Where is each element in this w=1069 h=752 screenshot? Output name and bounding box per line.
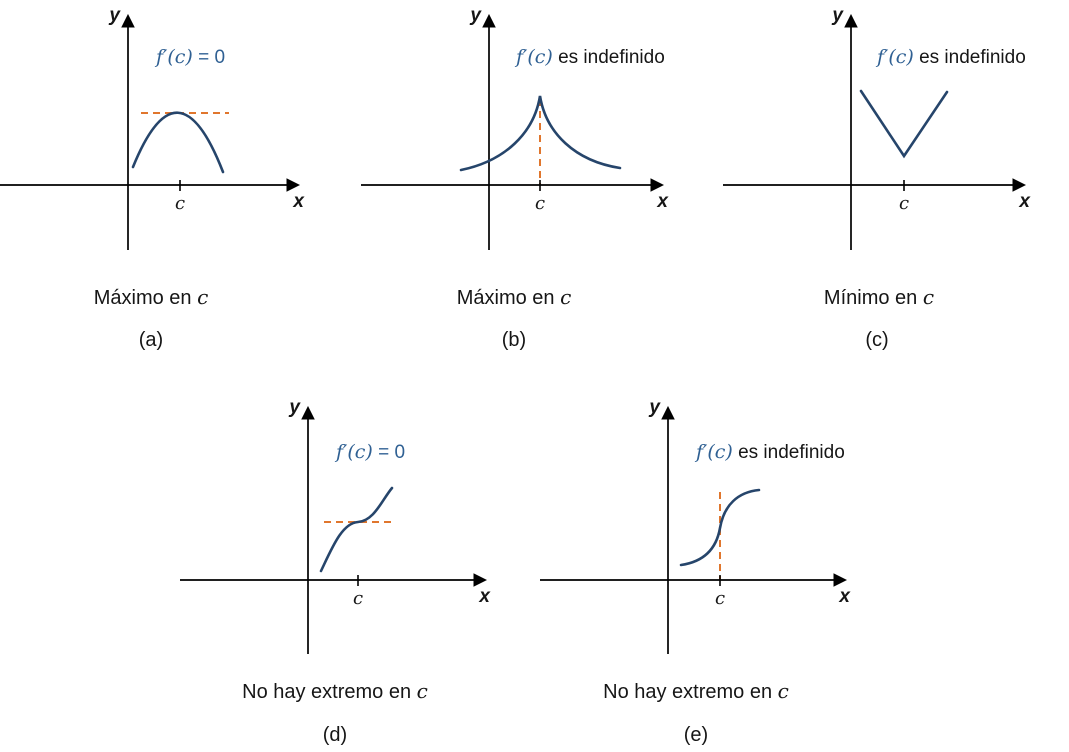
function-curve [679,488,761,567]
caption-variable: c [922,285,935,309]
panel-c-c-label: c [898,193,910,214]
panel-e-c-label: c [714,588,726,609]
function-curve [131,111,225,174]
panel-c-y-label: y [832,5,843,26]
caption-variable: c [560,285,572,309]
panel-c-caption: Mínimo en c [824,285,934,310]
function-curve [859,89,949,159]
panel-d-x-label: x [479,586,490,607]
caption-text: Máximo en [456,287,561,309]
panel-d-caption: No hay extremo en c [242,679,428,704]
panel-e-annotation: f′(c) es indefinido [696,441,845,464]
panel-b-caption: Máximo en c [457,285,572,310]
panel-d-graph [180,405,488,654]
panel-e-x-label: x [839,586,850,607]
derivative-condition: = 0 [192,47,226,68]
panel-b-y-label: y [470,5,481,26]
caption-variable: c [197,285,209,309]
panel-c-graph [723,13,1027,250]
caption-text: Máximo en [93,287,198,309]
panel-a-y-label: y [109,5,120,26]
panel-d-annotation: f′(c) = 0 [336,441,405,464]
panel-a-letter: (a) [138,329,164,351]
panel-c-letter: (c) [865,329,889,351]
panel-a-annotation: f′(c) = 0 [156,46,225,69]
panel-d-y-label: y [289,397,300,418]
panel-e-graph [540,405,848,654]
panel-e-y-label: y [649,397,660,418]
panel-e-letter: (e) [683,724,709,746]
panel-c-annotation: f′(c) es indefinido [877,46,1026,69]
caption-text: Mínimo en [823,287,923,309]
derivative-expression: f′(c) [336,441,373,463]
caption-text: No hay extremo en [242,681,417,703]
derivative-expression: f′(c) [696,441,733,463]
panel-b-annotation: f′(c) es indefinido [516,46,665,69]
panel-a-graph [0,13,301,250]
panel-e-caption: No hay extremo en c [603,679,789,704]
panel-a-c-label: c [174,193,186,214]
derivative-condition: es indefinido [732,442,845,463]
function-curve [459,95,622,172]
caption-variable: c [416,679,428,703]
panel-b-letter: (b) [501,329,527,351]
panel-b-c-label: c [534,193,546,214]
function-curve [319,486,394,573]
derivative-condition: es indefinido [913,47,1026,68]
derivative-condition: = 0 [372,442,406,463]
caption-text: No hay extremo en [603,681,778,703]
caption-variable: c [777,679,789,703]
panel-b-graph [361,13,665,250]
derivative-expression: f′(c) [877,46,914,68]
panel-c-x-label: x [1019,191,1030,212]
derivative-expression: f′(c) [156,46,193,68]
derivative-expression: f′(c) [516,46,553,68]
panel-d-letter: (d) [322,724,348,746]
panel-b-x-label: x [657,191,668,212]
derivative-condition: es indefinido [552,47,665,68]
panel-a-x-label: x [293,191,304,212]
panel-a-caption: Máximo en c [94,285,209,310]
panel-d-c-label: c [352,588,364,609]
